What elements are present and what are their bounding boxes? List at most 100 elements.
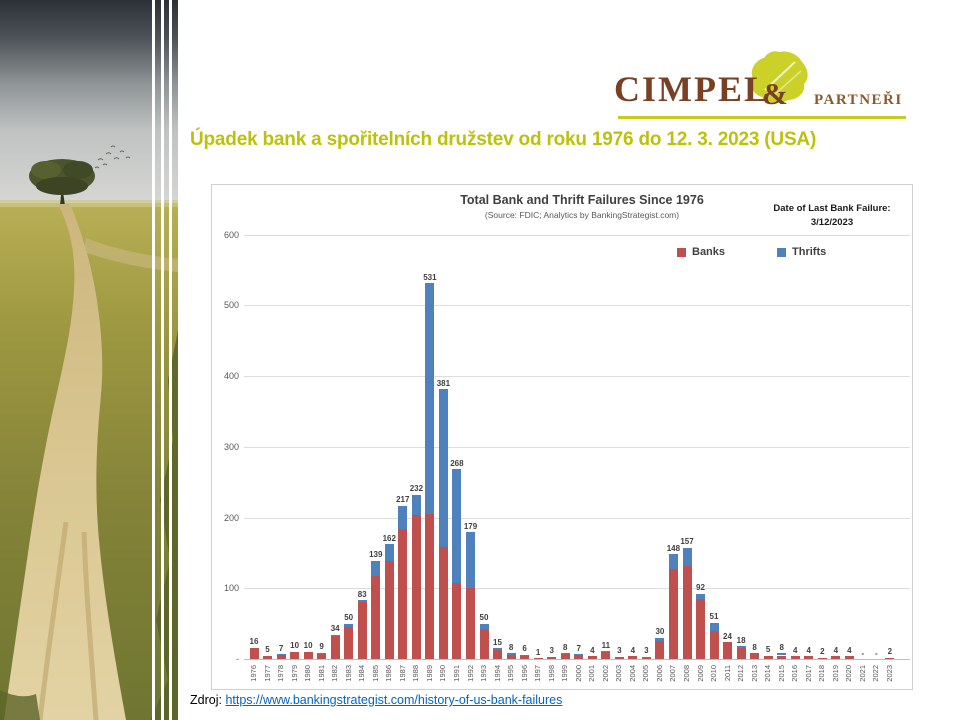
bar-segment-thrifts	[560, 653, 570, 655]
bar-segment-thrifts	[411, 494, 421, 515]
bar-segment-banks	[452, 582, 462, 659]
bar-segment-banks	[533, 658, 543, 659]
bar-value-label: 10	[290, 641, 300, 651]
bar-value-label: 531	[423, 272, 437, 282]
photo-divider-line	[169, 0, 172, 720]
bar-segment-banks	[371, 575, 381, 659]
bar-value-label: 232	[409, 484, 424, 494]
bar-value-label: 268	[450, 458, 464, 468]
bar-value-label: 3	[617, 646, 622, 656]
bar-segment-thrifts	[357, 600, 367, 603]
x-axis-tick-label: 1983	[343, 665, 353, 682]
bar-segment-thrifts	[668, 554, 678, 570]
company-logo: CIMPEL & PARTNEŘI	[600, 48, 920, 126]
bar-value-label: 15	[493, 637, 502, 647]
bar-segment-banks	[493, 649, 502, 659]
bar-segment-banks	[790, 656, 800, 659]
x-axis-tick-label: 2014	[763, 665, 773, 682]
x-axis-tick-label: 1992	[465, 665, 475, 682]
bar-segment-banks	[655, 640, 665, 659]
bar-segment-thrifts	[736, 646, 746, 648]
x-axis-tick-label: 2010	[709, 665, 718, 682]
bar-segment-banks	[817, 657, 827, 659]
bar-segment-banks	[466, 588, 475, 660]
x-axis-tick-label: 1987	[397, 665, 407, 682]
bar-segment-thrifts	[452, 469, 462, 583]
bar-value-label: -	[861, 648, 865, 658]
photo-divider-line	[161, 0, 164, 720]
bar-value-label: 179	[463, 521, 478, 531]
bar-segment-banks	[628, 656, 638, 659]
bar-segment-banks	[547, 656, 557, 659]
bar-value-label: 5	[765, 645, 771, 654]
bar-value-label: 50	[344, 613, 354, 623]
bar-segment-banks	[411, 514, 421, 659]
x-axis-tick-label: 2009	[695, 665, 705, 682]
tree-icon	[29, 159, 95, 206]
bar-segment-banks	[290, 651, 300, 659]
banks-legend-label: Banks	[692, 246, 726, 258]
bar-segment-banks	[668, 569, 678, 659]
bar-segment-banks	[425, 514, 435, 659]
bar-segment-banks	[777, 655, 787, 659]
x-axis-tick-label: 2002	[600, 665, 610, 682]
bar-segment-banks	[574, 654, 584, 659]
logo-ampersand: &	[762, 76, 788, 111]
bar-segment-banks	[398, 528, 408, 659]
y-axis-tick-label: 200	[223, 512, 239, 523]
bar-segment-thrifts	[276, 654, 286, 655]
photo-divider-line	[152, 0, 155, 720]
bar-segment-banks	[249, 647, 259, 659]
bar-segment-banks	[736, 647, 746, 659]
bar-value-label: 50	[479, 613, 489, 623]
bar-segment-banks	[560, 654, 570, 659]
y-axis-tick-label: -	[236, 654, 239, 664]
x-axis-tick-label: 1976	[249, 665, 258, 682]
bar-value-label: 8	[752, 642, 757, 652]
bar-value-label: 381	[436, 378, 451, 388]
x-axis-tick-label: 2023	[884, 665, 894, 682]
bar-value-label: 162	[382, 533, 396, 543]
bar-segment-banks	[520, 655, 530, 659]
x-axis-tick-label: 1985	[370, 665, 380, 682]
bar-value-label: 2	[820, 647, 825, 657]
y-axis-tick-label: 400	[223, 371, 239, 381]
x-axis-tick-label: 2019	[830, 665, 840, 682]
plot-area: 600 500 400 300 200 100-16 1976 5 1977 7 1978 10 197…	[212, 185, 912, 689]
thrifts-legend-swatch	[777, 247, 787, 257]
bar-value-label: 1	[535, 647, 541, 657]
bar-segment-banks	[384, 561, 394, 659]
bar-segment-thrifts	[344, 623, 354, 628]
last-failure-label: Date of Last Bank Failure:	[773, 203, 891, 214]
x-axis-tick-label: 1984	[357, 665, 367, 682]
bar-value-label: 7	[278, 643, 284, 653]
source-link[interactable]: https://www.bankingstrategist.com/histor…	[225, 693, 563, 707]
bar-segment-thrifts	[371, 560, 381, 576]
bar-segment-thrifts	[655, 637, 665, 641]
chart-gridline	[244, 446, 910, 448]
x-axis-tick-label: 2000	[573, 665, 583, 682]
x-axis-tick-label: 2017	[803, 665, 813, 682]
bar-segment-thrifts	[493, 648, 502, 650]
bar-segment-thrifts	[520, 654, 530, 656]
bar-value-label: 5	[265, 645, 270, 654]
chart-gridline	[244, 234, 910, 236]
chart-panel: Total Bank and Thrift Failures Since 197…	[211, 184, 913, 690]
bar-segment-banks	[763, 655, 773, 659]
x-axis-tick-label: 1996	[519, 665, 529, 682]
bar-segment-banks	[601, 651, 611, 659]
bar-segment-thrifts	[682, 547, 692, 566]
bar-value-label: 34	[330, 624, 340, 634]
bar-value-label: 10	[303, 641, 313, 651]
bar-value-label: 6	[522, 644, 527, 654]
bar-segment-banks	[506, 654, 516, 659]
birds-icon	[94, 145, 131, 169]
bar-segment-banks	[344, 627, 354, 659]
x-axis-tick-label: 1988	[411, 665, 421, 682]
bar-segment-banks	[682, 565, 692, 659]
bar-segment-banks	[330, 636, 340, 659]
bar-value-label: 16	[249, 637, 259, 647]
bar-value-label: 9	[319, 642, 324, 652]
x-axis-tick-label: 2003	[614, 665, 624, 682]
